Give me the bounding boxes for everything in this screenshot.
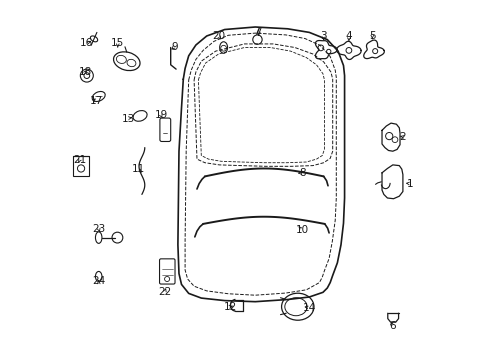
Text: 9: 9 (171, 42, 177, 52)
Text: 1: 1 (406, 179, 412, 189)
Text: 10: 10 (295, 225, 308, 235)
Text: 7: 7 (255, 27, 262, 37)
Text: 11: 11 (131, 164, 144, 174)
Text: 4: 4 (345, 31, 351, 41)
Text: 2: 2 (399, 132, 406, 142)
Text: 3: 3 (320, 31, 326, 41)
Bar (73, 156, 88, 176)
Text: 22: 22 (158, 287, 171, 297)
Text: 6: 6 (388, 321, 395, 331)
Text: 17: 17 (89, 96, 102, 106)
Text: 12: 12 (223, 302, 236, 312)
Text: 20: 20 (212, 31, 224, 41)
Text: 16: 16 (80, 38, 93, 48)
Text: 21: 21 (73, 155, 86, 165)
Text: 13: 13 (122, 114, 135, 124)
Text: 19: 19 (154, 110, 167, 120)
Text: 5: 5 (368, 31, 375, 41)
Text: 18: 18 (79, 67, 92, 77)
Text: 14: 14 (302, 303, 315, 313)
Text: 8: 8 (298, 168, 305, 178)
Text: 24: 24 (92, 276, 105, 286)
Text: 15: 15 (111, 38, 124, 48)
Text: 23: 23 (92, 224, 105, 234)
